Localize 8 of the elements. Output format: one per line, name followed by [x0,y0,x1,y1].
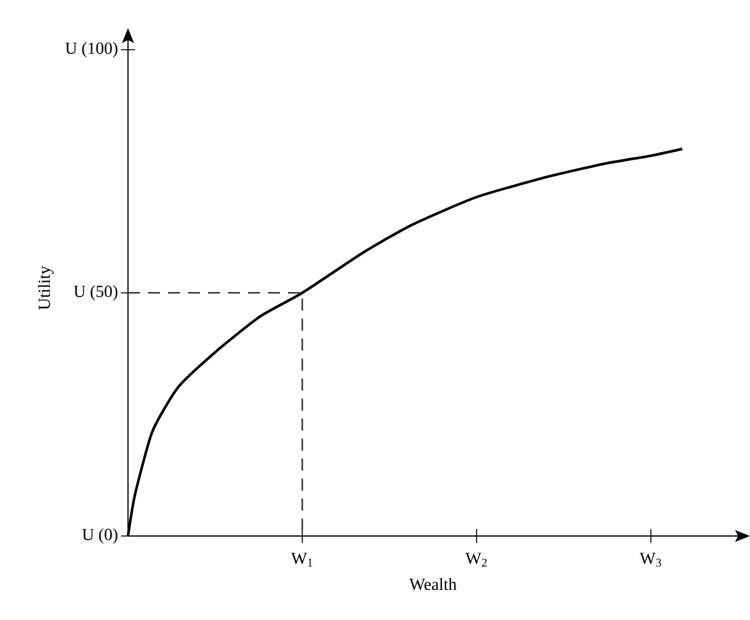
x-axis-title: Wealth [409,578,457,590]
y-tick-label: U (0) [82,528,118,544]
x-tick-label: W$_{2}$ [465,552,487,567]
x-tick-label: W$_{3}$ [640,552,662,567]
y-axis-title: Utility [38,266,54,310]
y-tick-label: U (100) [65,42,118,58]
x-tick-label: W$_{1}$ [291,552,312,567]
y-tick-label: U (50) [74,285,118,301]
